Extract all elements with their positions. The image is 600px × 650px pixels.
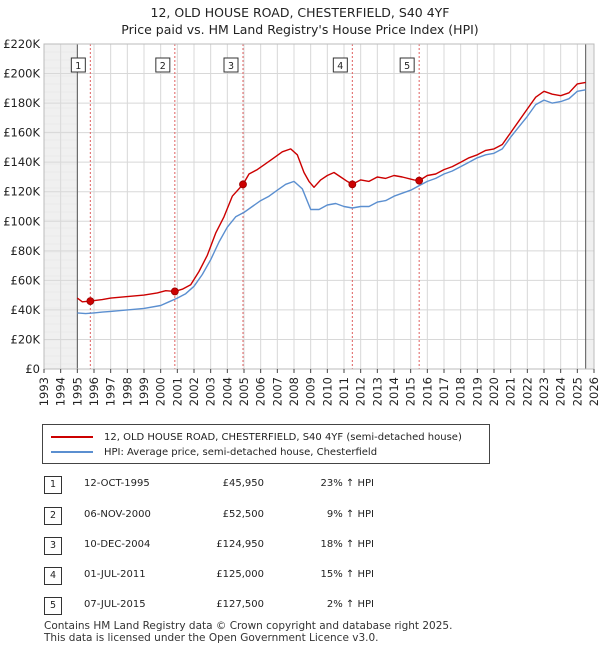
x-tick-label: 1994	[54, 377, 68, 406]
y-tick-label: £60K	[11, 273, 41, 287]
sale-hpi: 23% ↑ HPI	[320, 478, 374, 489]
sale-price: £45,950	[222, 478, 264, 489]
sale-label-box	[155, 57, 171, 73]
sale-point	[239, 180, 247, 189]
sale-date: 12-OCT-1995	[84, 478, 150, 489]
x-tick-label: 2012	[354, 377, 368, 406]
chart-legend: 12, OLD HOUSE ROAD, CHESTERFIELD, S40 4Y…	[42, 424, 490, 464]
x-tick-label: 2010	[320, 377, 334, 406]
sale-label-text: 2	[160, 61, 166, 72]
footer-attribution: Contains HM Land Registry data © Crown c…	[44, 620, 452, 644]
x-tick-label: 2011	[337, 377, 351, 406]
no-data-region-end	[585, 44, 594, 369]
x-tick-label: 1996	[87, 377, 101, 406]
x-tick-label: 2008	[287, 377, 301, 406]
x-tick-label: 1993	[37, 377, 51, 406]
sale-point	[170, 287, 179, 296]
sale-label-box	[70, 57, 86, 73]
y-tick-label: £120K	[3, 185, 40, 199]
sale-hpi: 15% ↑ HPI	[320, 569, 374, 580]
legend-label-hpi: HPI: Average price, semi-detached house,…	[104, 446, 378, 458]
chart-title: 12, OLD HOUSE ROAD, CHESTERFIELD, S40 4Y…	[150, 5, 450, 20]
y-tick-label: £20K	[11, 332, 41, 346]
sale-point	[86, 297, 95, 306]
legend-item-property: 12, OLD HOUSE ROAD, CHESTERFIELD, S40 4Y…	[51, 430, 462, 444]
x-tick-label: 2023	[537, 377, 551, 406]
footer-line-1: Contains HM Land Registry data © Crown c…	[44, 620, 453, 632]
x-tick-label: 2001	[170, 377, 184, 406]
x-tick-label: 2000	[154, 377, 168, 406]
series-line-property	[76, 81, 586, 303]
y-tick-label: £140K	[3, 155, 40, 169]
legend-item-hpi: HPI: Average price, semi-detached house,…	[51, 445, 377, 459]
x-tick-label: 2005	[237, 377, 251, 406]
sale-label-text: 3	[228, 61, 234, 72]
sale-price: £124,950	[216, 539, 264, 550]
sale-date: 07-JUL-2015	[84, 599, 146, 610]
x-tick-label: 2003	[204, 377, 218, 406]
sale-number: 3	[44, 537, 62, 555]
chart-subtitle: Price paid vs. HM Land Registry's House …	[121, 22, 479, 37]
sale-number: 5	[44, 597, 62, 615]
x-tick-label: 2020	[487, 377, 501, 406]
sale-date: 06-NOV-2000	[84, 509, 151, 520]
legend-line-red	[51, 436, 93, 438]
x-tick-label: 2022	[520, 377, 534, 406]
sale-label-box	[399, 57, 415, 73]
price-chart: 1 2 3 4 5 £0 £20K £40K £60K £80K £100K £120K £140K £1…	[3, 37, 600, 406]
x-tick-label: 2004	[220, 377, 234, 406]
sale-label-box	[332, 57, 348, 73]
sale-point	[348, 180, 357, 189]
sale-price: £125,000	[216, 569, 264, 580]
y-tick-label: £100K	[3, 214, 40, 228]
y-tick-label: £0	[25, 362, 40, 376]
sale-hpi: 9% ↑ HPI	[326, 509, 374, 520]
sale-hpi: 2% ↑ HPI	[326, 599, 374, 610]
x-tick-label: 2019	[470, 377, 484, 406]
sale-label-text: 4	[337, 61, 343, 72]
y-tick-label: £40K	[11, 303, 41, 317]
y-tick-label: £80K	[11, 244, 41, 258]
y-tick-label: £200K	[3, 67, 40, 81]
footer-line-2: This data is licensed under the Open Gov…	[44, 632, 379, 644]
sale-price: £127,500	[216, 599, 264, 610]
sale-point	[415, 176, 424, 185]
sale-number: 4	[44, 567, 62, 585]
x-tick-label: 2026	[587, 377, 600, 406]
sale-label-text: 1	[75, 61, 81, 72]
x-tick-label: 2002	[187, 377, 201, 406]
sale-hpi: 18% ↑ HPI	[320, 539, 374, 550]
x-tick-label: 2024	[554, 377, 568, 406]
x-tick-label: 2017	[437, 377, 451, 406]
x-tick-label: 1995	[70, 377, 84, 406]
x-tick-label: 2021	[504, 377, 518, 406]
legend-line-blue	[51, 451, 93, 453]
series-line-hpi	[77, 89, 586, 315]
x-tick-label: 2009	[304, 377, 318, 406]
x-tick-label: 1997	[104, 377, 118, 406]
legend-label-property: 12, OLD HOUSE ROAD, CHESTERFIELD, S40 4Y…	[104, 431, 462, 443]
sale-label-text: 5	[404, 61, 410, 72]
x-tick-label: 2018	[454, 377, 468, 406]
x-tick-label: 2014	[387, 377, 401, 406]
x-tick-label: 1998	[120, 377, 134, 406]
sale-date: 01-JUL-2011	[84, 569, 146, 580]
x-tick-label: 2007	[270, 377, 284, 406]
y-tick-label: £180K	[3, 96, 40, 110]
x-tick-label: 2006	[254, 377, 268, 406]
y-tick-label: £220K	[3, 37, 40, 51]
x-tick-label: 2025	[570, 377, 584, 406]
y-tick-label: £160K	[3, 126, 40, 140]
sale-number: 2	[44, 507, 62, 525]
x-tick-label: 2015	[404, 377, 418, 406]
plot-frame	[43, 43, 595, 370]
sale-date: 10-DEC-2004	[84, 539, 151, 550]
x-tick-label: 1999	[137, 377, 151, 406]
sale-label-box	[223, 57, 239, 73]
plot-area	[44, 44, 594, 369]
sale-number: 1	[44, 476, 62, 494]
sale-price: £52,500	[222, 509, 264, 520]
x-tick-label: 2016	[420, 377, 434, 406]
x-tick-label: 2013	[370, 377, 384, 406]
